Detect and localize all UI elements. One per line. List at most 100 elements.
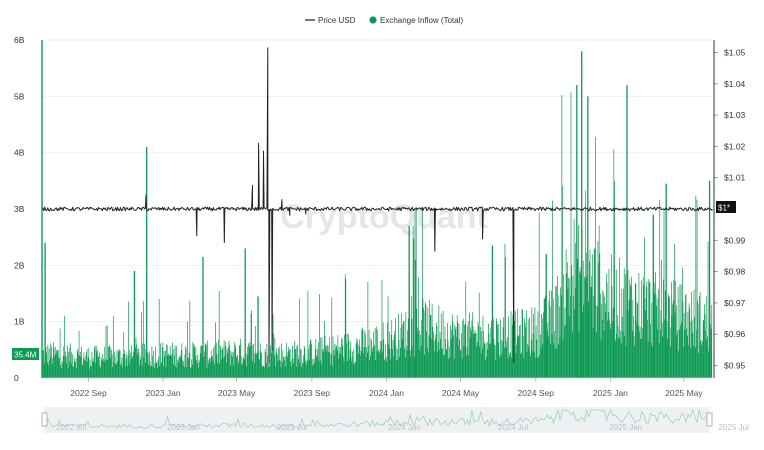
inflow-bar — [229, 344, 230, 378]
inflow-bar — [326, 351, 328, 378]
inflow-bar — [402, 324, 404, 378]
inflow-bar — [235, 357, 237, 378]
inflow-bar — [641, 338, 643, 378]
inflow-bar — [315, 338, 317, 378]
inflow-bar — [692, 332, 694, 378]
inflow-bar — [685, 295, 686, 378]
inflow-bar — [290, 362, 292, 378]
inflow-bar — [469, 338, 471, 378]
legend[interactable]: Price USD Exchange Inflow (Total) — [305, 16, 463, 25]
inflow-bar — [447, 339, 449, 378]
inflow-bar — [61, 361, 63, 378]
inflow-bar — [188, 352, 190, 378]
inflow-bar — [627, 270, 629, 378]
inflow-bar — [157, 367, 158, 378]
inflow-bar — [308, 348, 309, 378]
inflow-bar — [689, 307, 691, 378]
navigator-track[interactable] — [44, 407, 710, 433]
inflow-bar — [359, 346, 361, 378]
inflow-bar — [590, 287, 591, 378]
inflow-bar — [448, 346, 450, 378]
inflow-bar — [507, 359, 509, 378]
inflow-bar — [103, 358, 104, 378]
inflow-bar — [427, 307, 429, 378]
inflow-bar — [316, 357, 317, 378]
inflow-bar — [150, 365, 152, 378]
inflow-bar — [131, 345, 133, 378]
inflow-bar — [99, 365, 101, 378]
inflow-bar — [133, 351, 134, 378]
inflow-bar — [661, 259, 662, 378]
inflow-bar — [518, 335, 520, 378]
inflow-bar — [639, 326, 641, 378]
left-badge-text: 35.4M — [14, 351, 37, 360]
inflow-bar — [262, 366, 263, 378]
inflow-bar — [393, 356, 394, 378]
inflow-bar — [286, 343, 287, 378]
inflow-bar — [334, 344, 336, 378]
inflow-bar — [623, 268, 625, 378]
x-tick-label: 2023 Sep — [294, 388, 331, 398]
inflow-bar — [354, 364, 355, 378]
inflow-bar — [551, 334, 553, 378]
inflow-bar — [337, 335, 339, 378]
inflow-bar — [71, 354, 73, 378]
inflow-bar — [503, 347, 505, 378]
inflow-bar — [517, 308, 519, 378]
inflow-bar — [483, 344, 485, 378]
inflow-bar — [120, 363, 122, 378]
inflow-bar — [685, 294, 687, 378]
inflow-bar — [209, 358, 210, 378]
inflow-bar — [379, 340, 381, 378]
inflow-bar — [703, 320, 705, 378]
legend-price-label[interactable]: Price USD — [318, 16, 356, 25]
inflow-bar — [419, 349, 421, 378]
inflow-bar — [645, 310, 647, 378]
inflow-spike-bar — [545, 254, 547, 378]
inflow-bar — [131, 357, 133, 378]
inflow-bar — [525, 327, 527, 378]
inflow-bar — [104, 346, 106, 378]
navigator-left-handle[interactable] — [41, 412, 48, 427]
inflow-bar — [62, 362, 63, 378]
inflow-bar — [92, 360, 93, 378]
inflow-bar — [606, 273, 607, 378]
inflow-bar — [321, 364, 322, 378]
inflow-bar — [185, 346, 186, 378]
inflow-bar — [693, 289, 695, 378]
inflow-bar — [231, 352, 233, 378]
inflow-bar — [381, 279, 383, 378]
inflow-bar — [672, 304, 673, 378]
navigator-right-handle[interactable] — [706, 412, 713, 427]
inflow-bar — [678, 329, 680, 378]
inflow-bar — [407, 330, 408, 378]
inflow-bar — [705, 330, 706, 378]
inflow-bar — [459, 349, 461, 378]
inflow-bar — [173, 349, 175, 378]
inflow-bar — [298, 298, 300, 378]
inflow-bar — [520, 353, 522, 378]
inflow-bar — [561, 95, 563, 379]
inflow-bar — [69, 361, 71, 378]
inflow-bar — [472, 326, 474, 378]
inflow-bar — [589, 261, 590, 378]
inflow-bar — [586, 276, 588, 378]
inflow-bar — [259, 359, 260, 378]
inflow-bar — [230, 350, 232, 378]
inflow-bar — [682, 267, 683, 378]
inflow-bar — [511, 357, 513, 378]
inflow-bar — [48, 348, 50, 378]
range-navigator[interactable]: 2022 Jul 2023 Jan 2023 Jul 2024 Jan 2024 Jul… — [41, 407, 749, 433]
inflow-bar — [440, 313, 442, 378]
inflow-bar — [442, 310, 444, 378]
inflow-bar — [532, 351, 533, 378]
navigator-tick-label: 2025 Jan — [609, 423, 642, 432]
inflow-bar — [445, 338, 446, 378]
inflow-bar — [125, 366, 126, 378]
inflow-bar — [463, 346, 465, 378]
y-right-tick-label: $0.96 — [724, 329, 746, 339]
inflow-bar — [429, 300, 431, 378]
inflow-bar — [464, 325, 465, 378]
legend-inflow-label[interactable]: Exchange Inflow (Total) — [380, 16, 463, 25]
inflow-bar — [172, 342, 174, 378]
